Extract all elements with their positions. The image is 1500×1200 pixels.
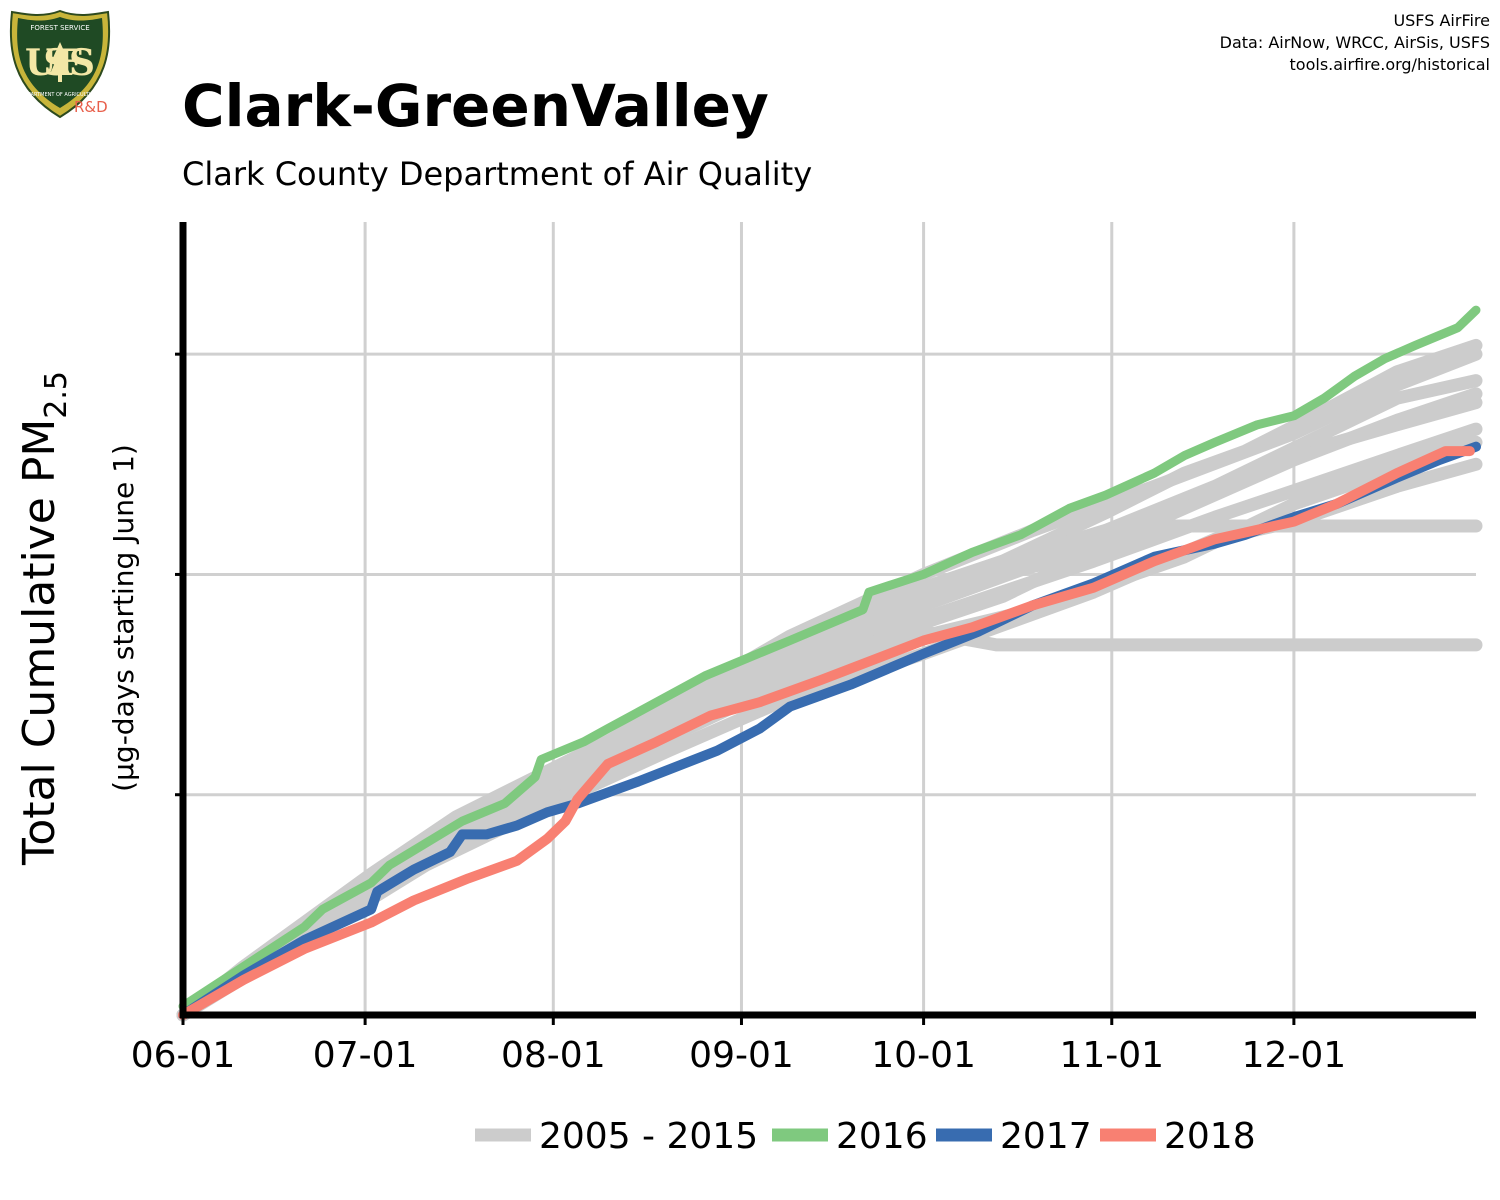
series-line-2005-2015 bbox=[176, 457, 1483, 1022]
chart-subtitle: Clark County Department of Air Quality bbox=[182, 155, 813, 193]
x-tick-label: 07-01 bbox=[313, 1035, 418, 1076]
credits: USFS AirFire Data: AirNow, WRCC, AirSis,… bbox=[1220, 10, 1490, 76]
y-axis-note: (µg-days starting June 1) bbox=[107, 444, 140, 792]
logo-text-top: FOREST SERVICE bbox=[30, 24, 89, 32]
credit-line-url: tools.airfire.org/historical bbox=[1289, 55, 1490, 74]
y-axis-labels: Total Cumulative PM2.5 (µg-days starting … bbox=[14, 371, 140, 866]
logo-text-bottom: DEPARTMENT OF AGRICULTURE bbox=[21, 92, 99, 98]
x-tick-label: 09-01 bbox=[689, 1035, 794, 1076]
axes bbox=[175, 222, 1476, 1025]
series-line-2018 bbox=[178, 446, 1475, 1020]
rd-tag: R&D bbox=[74, 98, 108, 116]
y-axis-title: Total Cumulative PM2.5 bbox=[14, 371, 74, 866]
x-tick-label: 11-01 bbox=[1059, 1035, 1164, 1076]
chart-title: Clark-GreenValley bbox=[182, 72, 769, 140]
x-tick-label: 12-01 bbox=[1242, 1035, 1347, 1076]
x-tick-label: 10-01 bbox=[871, 1035, 976, 1076]
credit-line-data-sources: Data: AirNow, WRCC, AirSis, USFS bbox=[1219, 33, 1490, 52]
series-line-2016 bbox=[178, 305, 1481, 1011]
legend-label: 2005 - 2015 bbox=[539, 1116, 758, 1157]
legend-label: 2017 bbox=[1000, 1116, 1092, 1157]
x-tick-labels: 06-01 07-01 08-01 09-01 10-01 11-01 12-01 bbox=[131, 1035, 1346, 1076]
legend-label: 2018 bbox=[1164, 1116, 1256, 1157]
legend: 2005 - 2015 2016 2017 2018 bbox=[475, 1116, 1256, 1157]
grid-lines bbox=[183, 222, 1476, 1015]
x-tick-label: 08-01 bbox=[501, 1035, 606, 1076]
series-line-2005-2015 bbox=[176, 519, 1483, 1022]
series-lines bbox=[176, 305, 1483, 1022]
credit-line-producer: USFS AirFire bbox=[1393, 11, 1490, 30]
legend-label: 2016 bbox=[836, 1116, 928, 1157]
usda-forest-service-shield-icon: FOREST SERVICE USFS DEPARTMENT OF AGRICU… bbox=[9, 9, 111, 119]
x-tick-label: 06-01 bbox=[131, 1035, 236, 1076]
